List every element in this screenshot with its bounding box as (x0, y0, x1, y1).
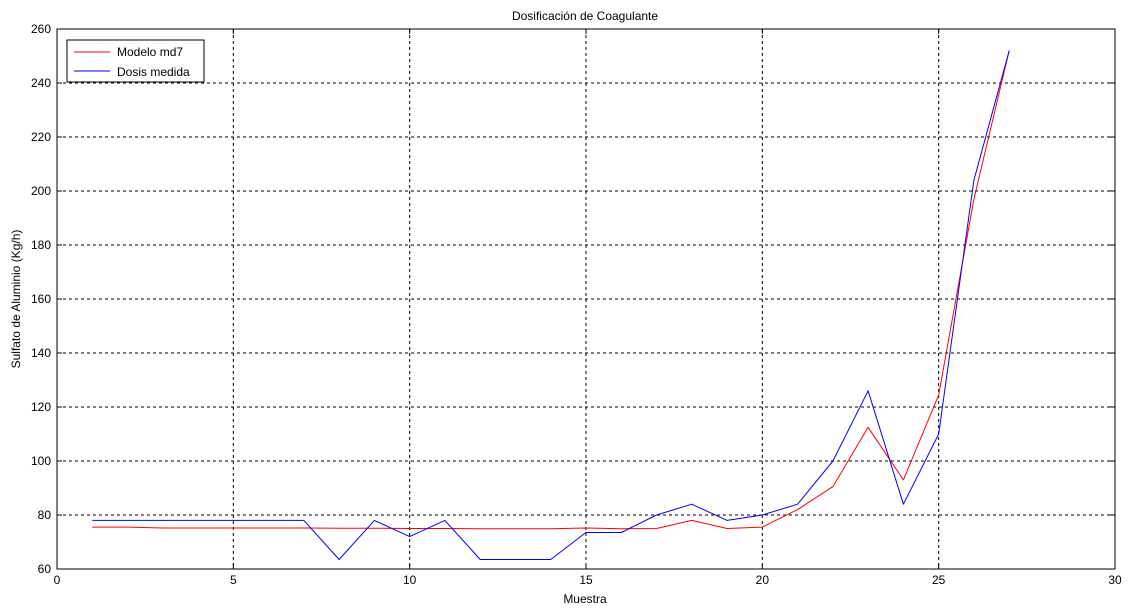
x-tick-label: 30 (1108, 573, 1122, 587)
grid (57, 29, 1115, 569)
y-tick-label: 120 (31, 400, 51, 414)
y-axis: 60 80 100 120 140 160 180 200 220 240 260 (31, 22, 1115, 576)
series-line-modelo-md7 (92, 50, 1010, 530)
x-tick-label: 15 (579, 573, 593, 587)
x-tick-label: 0 (54, 573, 61, 587)
y-tick-label: 100 (31, 454, 51, 468)
y-tick-label: 220 (31, 130, 51, 144)
x-tick-label: 10 (403, 573, 417, 587)
y-tick-label: 260 (31, 22, 51, 36)
y-tick-label: 240 (31, 76, 51, 90)
x-axis: 0 5 10 15 20 25 30 (54, 29, 1122, 587)
y-tick-label: 160 (31, 292, 51, 306)
series-line-dosis-medida (92, 50, 1010, 560)
x-tick-label: 20 (756, 573, 770, 587)
x-axis-label: Muestra (563, 592, 607, 606)
y-tick-label: 80 (38, 508, 52, 522)
y-tick-label: 200 (31, 184, 51, 198)
x-tick-label: 5 (230, 573, 237, 587)
chart-title: Dosificación de Coagulante (512, 9, 658, 23)
legend-box (66, 39, 205, 83)
y-tick-label: 180 (31, 238, 51, 252)
x-tick-label: 25 (932, 573, 946, 587)
y-axis-label: Sulfato de Aluminio (Kg/h) (9, 230, 23, 369)
y-tick-label: 60 (38, 562, 52, 576)
y-tick-label: 140 (31, 346, 51, 360)
legend-label-dosis-medida: Dosis medida (117, 65, 190, 79)
series-layer (92, 50, 1010, 560)
legend: Modelo md7 Dosis medida (66, 39, 205, 83)
legend-label-modelo-md7: Modelo md7 (117, 45, 183, 59)
